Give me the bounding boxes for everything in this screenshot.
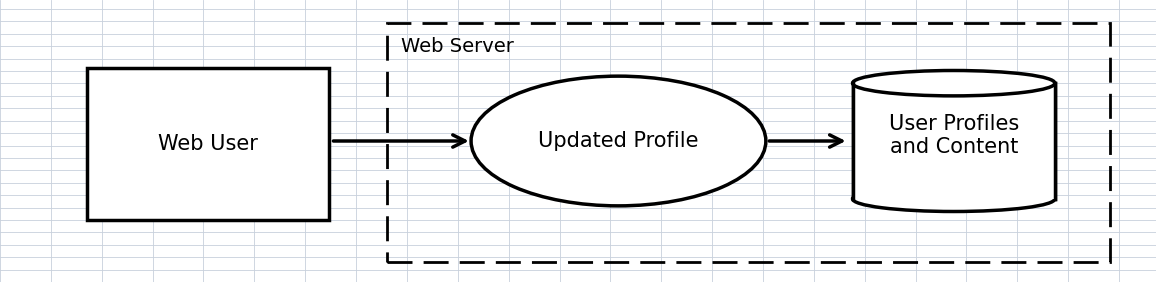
Ellipse shape (852, 186, 1054, 212)
Ellipse shape (472, 76, 766, 206)
Text: User Profiles
and Content: User Profiles and Content (889, 114, 1018, 157)
Ellipse shape (852, 70, 1054, 96)
Text: Web Server: Web Server (401, 37, 514, 56)
Bar (853, 83, 1054, 199)
Bar (387, 23, 1110, 262)
Text: Web User: Web User (158, 134, 258, 154)
Bar (87, 68, 329, 220)
Text: Updated Profile: Updated Profile (539, 131, 698, 151)
Bar (852, 83, 1054, 199)
